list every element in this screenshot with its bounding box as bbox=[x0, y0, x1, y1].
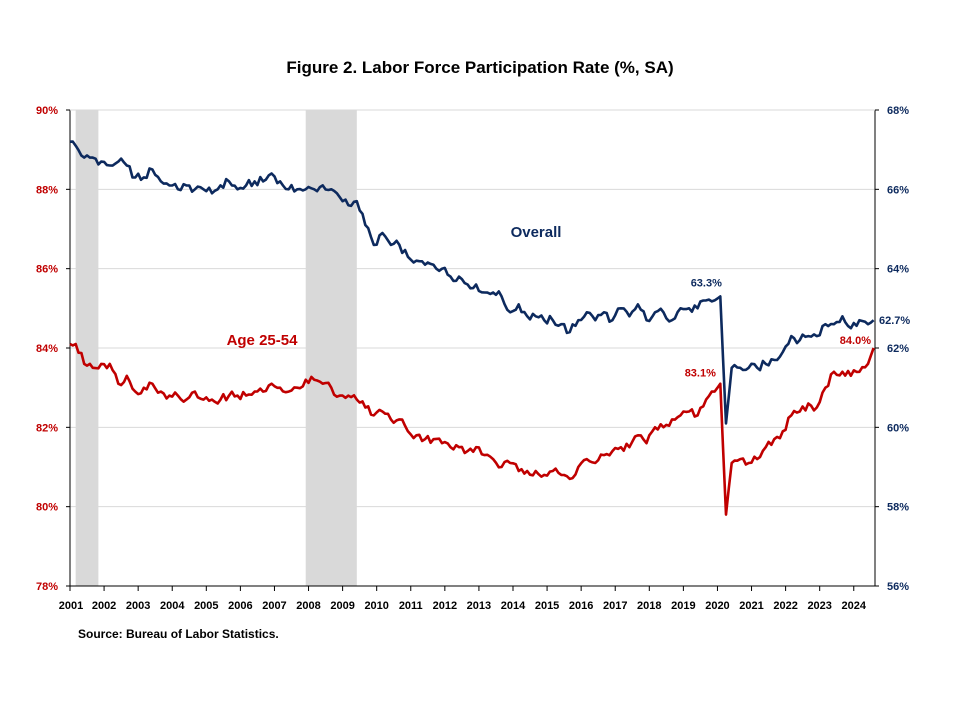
x-tick-label: 2004 bbox=[160, 600, 185, 612]
x-tick-label: 2003 bbox=[126, 600, 150, 612]
x-tick-label: 2009 bbox=[330, 600, 354, 612]
x-tick-label: 2011 bbox=[399, 600, 423, 612]
axes bbox=[66, 109, 879, 591]
gridlines bbox=[70, 188, 875, 508]
x-tick-label: 2006 bbox=[228, 600, 252, 612]
y-tick-label-right: 60% bbox=[887, 422, 909, 434]
tick-labels: 78% 56% 80% 58% 82% 60% 84% 62% 86% 64% 88% 66% 90% 6… bbox=[36, 105, 909, 612]
annotations: Overall Age 25-54 63.3% 83.1% 62.7% 84.0% bbox=[227, 224, 911, 380]
annotation-age-peak: 83.1% bbox=[685, 368, 716, 380]
x-tick-label: 2014 bbox=[501, 600, 526, 612]
chart-title: Figure 2. Labor Force Participation Rate… bbox=[286, 58, 674, 77]
x-tick-label: 2015 bbox=[535, 600, 559, 612]
y-tick-label-left: 80% bbox=[36, 502, 58, 514]
x-tick-label: 2023 bbox=[807, 600, 831, 612]
y-tick-label-right: 66% bbox=[887, 184, 909, 196]
y-tick-label-left: 82% bbox=[36, 422, 58, 434]
label-age-25-54: Age 25-54 bbox=[227, 332, 299, 349]
y-tick-label-right: 56% bbox=[887, 581, 909, 593]
y-tick-label-right: 64% bbox=[887, 264, 909, 276]
label-overall: Overall bbox=[511, 224, 562, 241]
x-tick-label: 2012 bbox=[433, 600, 457, 612]
source-note: Source: Bureau of Labor Statistics. bbox=[78, 627, 279, 641]
y-tick-label-right: 62% bbox=[887, 343, 909, 355]
y-tick-label-left: 84% bbox=[36, 343, 58, 355]
series-lines bbox=[69, 140, 875, 516]
y-tick-label-right: 68% bbox=[887, 105, 909, 117]
annotation-age-latest: 84.0% bbox=[840, 335, 871, 347]
x-tick-label: 2017 bbox=[603, 600, 627, 612]
y-tick-label-left: 78% bbox=[36, 581, 58, 593]
x-tick-label: 2002 bbox=[92, 600, 116, 612]
x-tick-label: 2020 bbox=[705, 600, 729, 612]
x-tick-label: 2022 bbox=[773, 600, 797, 612]
x-tick-label: 2019 bbox=[671, 600, 695, 612]
series-line-overall bbox=[69, 140, 875, 425]
x-tick-label: 2016 bbox=[569, 600, 593, 612]
x-tick-label: 2021 bbox=[739, 600, 763, 612]
x-tick-label: 2010 bbox=[364, 600, 388, 612]
y-tick-label-right: 58% bbox=[887, 502, 909, 514]
y-tick-label-left: 88% bbox=[36, 184, 58, 196]
x-tick-label: 2018 bbox=[637, 600, 661, 612]
annotation-overall-latest: 62.7% bbox=[879, 315, 910, 327]
x-tick-label: 2008 bbox=[296, 600, 320, 612]
x-tick-label: 2013 bbox=[467, 600, 491, 612]
x-tick-label: 2001 bbox=[59, 600, 83, 612]
series-line-age-25-54 bbox=[69, 342, 875, 516]
y-tick-label-left: 90% bbox=[36, 105, 58, 117]
x-tick-label: 2024 bbox=[842, 600, 867, 612]
y-tick-label-left: 86% bbox=[36, 264, 58, 276]
annotation-overall-peak: 63.3% bbox=[691, 277, 722, 289]
x-tick-label: 2007 bbox=[262, 600, 286, 612]
x-tick-label: 2005 bbox=[194, 600, 218, 612]
